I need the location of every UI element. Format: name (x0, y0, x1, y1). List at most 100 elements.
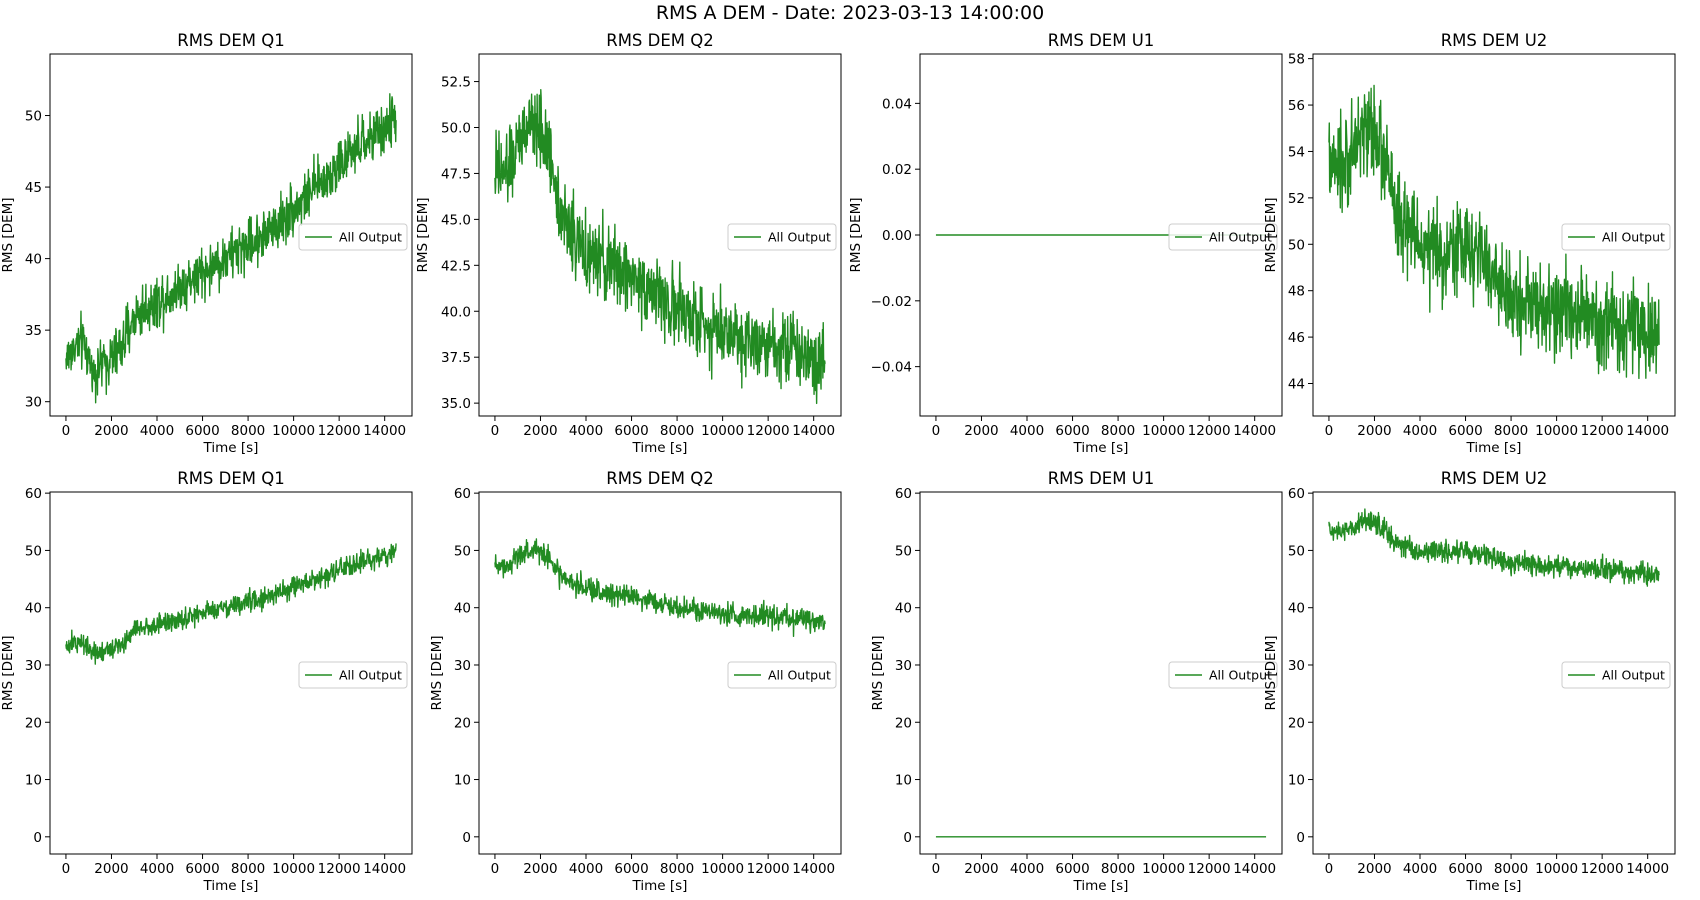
x-tick-label: 10000 (1535, 861, 1578, 877)
series-line-all-output (65, 93, 397, 404)
subplot-8: 0 2000 4000 6000 8000 10000 12000 14000 0 10 20 30 4… (1263, 469, 1676, 894)
x-tick-label: 6000 (1448, 423, 1482, 439)
y-tick-label: 60 (25, 486, 42, 502)
subplot-7: 0 2000 4000 6000 8000 10000 12000 14000 0 10 20 30 4… (870, 469, 1283, 894)
y-tick-label: 50 (1288, 237, 1305, 253)
subplot-title: RMS DEM U2 (1441, 31, 1548, 50)
x-tick-label: 10000 (272, 861, 315, 877)
x-tick-label: 10000 (1535, 423, 1578, 439)
x-tick-label: 12000 (1581, 861, 1624, 877)
series-line-all-output (494, 89, 826, 405)
y-tick-label: 30 (454, 658, 471, 674)
x-tick-label: 12000 (747, 861, 790, 877)
x-tick-label: 6000 (185, 423, 219, 439)
x-tick-label: 0 (1325, 861, 1334, 877)
y-axis-label: RMS [DEM] (0, 636, 16, 711)
x-tick-label: 4000 (140, 423, 174, 439)
x-tick-label: 6000 (614, 861, 648, 877)
y-tick-label: 58 (1288, 52, 1305, 68)
y-axis-label: RMS [DEM] (415, 198, 431, 273)
x-tick-label: 0 (62, 861, 71, 877)
y-tick-label: −0.02 (871, 294, 912, 310)
y-tick-label: 37.5 (441, 350, 471, 366)
legend-box (727, 223, 837, 251)
y-tick-label: 35 (25, 323, 42, 339)
subplot-2: 0 2000 4000 6000 8000 10000 12000 14000 35.0 37.5… (415, 31, 842, 456)
axes-frame (919, 491, 1283, 855)
y-tick-label: 40 (895, 601, 912, 617)
legend-box (1561, 661, 1671, 689)
x-axis-label: Time [s] (1466, 440, 1522, 456)
x-tick-label: 0 (491, 861, 500, 877)
y-tick-label: 60 (1288, 486, 1305, 502)
x-tick-label: 4000 (1403, 861, 1437, 877)
legend: All Output (1561, 661, 1671, 689)
legend-label: All Output (768, 668, 831, 683)
x-tick-label: 14000 (1233, 861, 1276, 877)
x-tick-label: 2000 (94, 861, 128, 877)
axes-frame (49, 491, 413, 855)
x-tick-label: 4000 (1010, 861, 1044, 877)
x-tick-label: 14000 (1626, 861, 1669, 877)
x-tick-label: 6000 (614, 423, 648, 439)
y-tick-label: 47.5 (441, 166, 471, 182)
y-tick-label: 0.04 (882, 96, 912, 112)
subplot-title: RMS DEM U1 (1048, 469, 1155, 488)
legend-label: All Output (768, 230, 831, 245)
x-tick-label: 4000 (1010, 423, 1044, 439)
legend: All Output (1168, 661, 1278, 689)
x-tick-label: 0 (491, 423, 500, 439)
x-axis-label: Time [s] (203, 878, 259, 894)
y-tick-label: 30 (1288, 658, 1305, 674)
x-axis-label: Time [s] (1073, 440, 1129, 456)
x-tick-label: 0 (932, 861, 941, 877)
x-axis-label: Time [s] (632, 440, 688, 456)
x-tick-label: 0 (932, 423, 941, 439)
x-tick-label: 2000 (964, 861, 998, 877)
y-tick-label: 0.00 (882, 228, 912, 244)
axes-frame (1312, 491, 1676, 855)
legend-box (298, 661, 408, 689)
legend-box (1561, 223, 1671, 251)
y-tick-label: 10 (25, 773, 42, 789)
y-axis-label: RMS [DEM] (1263, 198, 1279, 273)
y-tick-label: 0 (903, 830, 912, 846)
axes-frame (1312, 53, 1676, 417)
y-tick-label: 44 (1288, 377, 1305, 393)
legend-label: All Output (1602, 668, 1665, 683)
subplot-1: 0 2000 4000 6000 8000 10000 12000 14000 30 35 40 45… (0, 31, 413, 456)
x-tick-label: 2000 (964, 423, 998, 439)
legend-box (1168, 661, 1278, 689)
x-tick-label: 2000 (94, 423, 128, 439)
legend-label: All Output (1209, 668, 1272, 683)
x-tick-label: 0 (62, 423, 71, 439)
x-tick-label: 14000 (1233, 423, 1276, 439)
x-axis-label: Time [s] (1466, 878, 1522, 894)
y-tick-label: 56 (1288, 98, 1305, 114)
y-tick-label: 20 (1288, 715, 1305, 731)
y-tick-label: 50 (25, 109, 42, 125)
legend-label: All Output (1602, 230, 1665, 245)
legend-box (298, 223, 408, 251)
legend-label: All Output (1209, 230, 1272, 245)
y-tick-label: 50.0 (441, 121, 471, 137)
x-tick-label: 8000 (1494, 861, 1528, 877)
y-tick-label: 10 (895, 773, 912, 789)
y-tick-label: 45.0 (441, 212, 471, 228)
y-tick-label: 0.02 (882, 162, 912, 178)
x-tick-label: 8000 (1101, 861, 1135, 877)
y-tick-label: 20 (25, 715, 42, 731)
y-tick-label: 0 (1296, 830, 1305, 846)
x-tick-label: 6000 (185, 861, 219, 877)
x-tick-label: 14000 (792, 861, 835, 877)
x-tick-label: 8000 (231, 861, 265, 877)
subplot-3: 0 2000 4000 6000 8000 10000 12000 14000 −0.04 −0.… (848, 31, 1283, 456)
x-tick-label: 4000 (140, 861, 174, 877)
y-axis-label: RMS [DEM] (1263, 636, 1279, 711)
y-tick-label: 52 (1288, 191, 1305, 207)
axes-frame (478, 53, 842, 417)
y-tick-label: 40 (25, 601, 42, 617)
subplot-4: 0 2000 4000 6000 8000 10000 12000 14000 44 46 48 50… (1263, 31, 1676, 456)
